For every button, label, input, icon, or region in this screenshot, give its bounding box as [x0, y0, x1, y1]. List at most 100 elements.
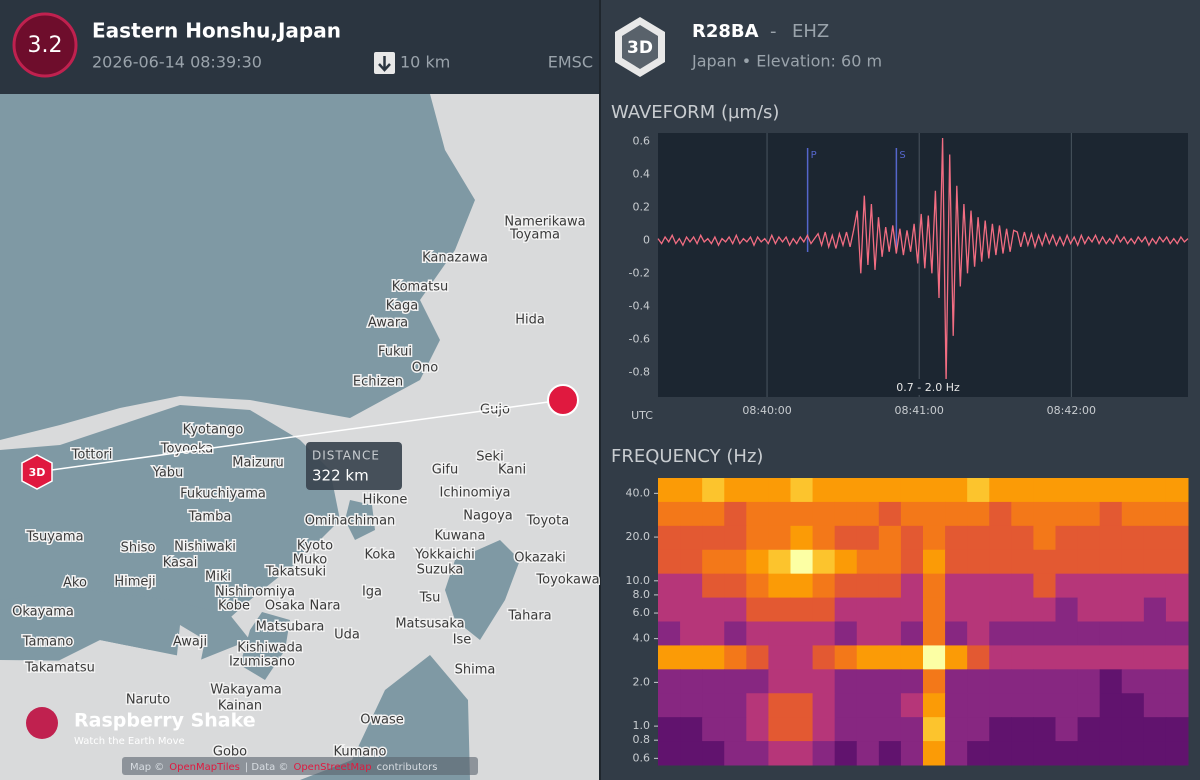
city-label: Toyama	[509, 228, 560, 243]
heat-cell	[1121, 501, 1145, 527]
city-label: Muko	[293, 553, 328, 568]
heat-cell	[658, 525, 681, 551]
heat-cell	[812, 573, 836, 599]
heat-cell	[1033, 478, 1056, 503]
heat-cell	[878, 645, 902, 670]
heat-cell	[680, 597, 703, 622]
y-tick-label: 0	[643, 233, 650, 246]
heat-cell	[702, 525, 725, 551]
heat-cell	[967, 549, 990, 575]
heat-cell	[746, 693, 769, 718]
attribution-link[interactable]: OpenStreetMap	[293, 762, 371, 773]
heat-cell	[856, 741, 880, 766]
heat-cell	[812, 669, 836, 694]
header-left	[0, 0, 600, 94]
city-label: Kasai	[163, 556, 198, 571]
heat-cell	[1055, 501, 1079, 527]
waveform-plot	[658, 133, 1188, 397]
heat-cell	[658, 741, 681, 766]
y-tick-label: 8.0	[633, 588, 651, 601]
heat-cell	[989, 549, 1012, 575]
y-tick-label: 1.0	[633, 719, 651, 732]
station-badge: 3D	[627, 38, 653, 58]
heat-cell	[1055, 693, 1079, 718]
heat-cell	[900, 573, 924, 599]
y-tick-label: 0.6	[633, 751, 651, 764]
heat-cell	[768, 645, 791, 670]
heat-cell	[724, 501, 747, 527]
heat-cell	[945, 525, 968, 551]
filter-box	[883, 379, 973, 395]
attribution-link[interactable]: OpenMapTiles	[169, 762, 240, 773]
city-label: Fukui	[378, 345, 412, 360]
heat-cell	[746, 573, 769, 599]
heat-cell	[900, 669, 924, 694]
heat-cell	[1077, 478, 1101, 503]
pick-label: S	[899, 150, 905, 161]
heat-cell	[923, 741, 946, 766]
y-tick-label: 10.0	[626, 574, 651, 587]
heat-cell	[1165, 501, 1189, 527]
heat-cell	[989, 693, 1012, 718]
city-label: Kobe	[218, 599, 250, 614]
heat-cell	[878, 525, 902, 551]
city-label: Kainan	[218, 699, 262, 714]
heat-cell	[989, 525, 1012, 551]
heat-cell	[834, 501, 858, 527]
heat-cell	[967, 741, 990, 766]
city-label: Hikone	[363, 493, 408, 508]
heat-cell	[900, 525, 924, 551]
city-label: Izumisano	[229, 655, 295, 670]
heat-cell	[1099, 717, 1123, 742]
heat-cell	[702, 669, 725, 694]
heat-cell	[1165, 478, 1189, 503]
depth-arrow	[378, 56, 391, 72]
city-label: Awaji	[173, 635, 207, 650]
heat-cell	[746, 478, 769, 503]
source: EMSC	[548, 53, 593, 72]
heat-cell	[1011, 693, 1034, 718]
heat-cell	[1121, 549, 1145, 575]
heat-cell	[1121, 597, 1145, 622]
heat-cell	[812, 597, 836, 622]
city-label: Nishiwaki	[174, 540, 236, 555]
heat-cell	[945, 501, 968, 527]
heat-cell	[923, 597, 946, 622]
heat-cell	[989, 573, 1012, 599]
map	[0, 94, 600, 780]
heat-cell	[989, 478, 1012, 503]
heat-cell	[856, 621, 880, 646]
magnitude: 3.2	[28, 33, 63, 58]
heat-cell	[1099, 597, 1123, 622]
city-label: Okazaki	[514, 551, 565, 566]
heat-cell	[724, 741, 747, 766]
location: Eastern Honshu,Japan	[92, 19, 341, 43]
heat-cell	[1143, 478, 1167, 503]
heat-cell	[658, 573, 681, 599]
heat-cell	[1033, 573, 1056, 599]
brand: Raspberry Shake Watch the Earth Move	[26, 707, 256, 747]
heat-cell	[702, 621, 725, 646]
heat-cell	[658, 717, 681, 742]
heat-cell	[900, 597, 924, 622]
heat-cell	[702, 597, 725, 622]
heat-cell	[1165, 693, 1189, 718]
city-label: Maizuru	[232, 456, 283, 471]
heat-cell	[1011, 573, 1034, 599]
heat-cell	[989, 645, 1012, 670]
city-label: Kuwana	[435, 529, 486, 544]
heat-cell	[1099, 501, 1123, 527]
datetime: 2026-06-14 08:39:30	[92, 53, 262, 72]
city-label: Hida	[515, 313, 545, 328]
heat-cell	[856, 717, 880, 742]
frequency-title: FREQUENCY (Hz)	[611, 446, 763, 467]
heat-cell	[856, 645, 880, 670]
heat-cell	[878, 669, 902, 694]
heat-cell	[1055, 525, 1079, 551]
heat-cell	[702, 549, 725, 575]
heat-cell	[680, 525, 703, 551]
waveform-line	[657, 137, 1189, 383]
city-label: Tottori	[71, 448, 113, 463]
heat-cell	[1033, 621, 1056, 646]
